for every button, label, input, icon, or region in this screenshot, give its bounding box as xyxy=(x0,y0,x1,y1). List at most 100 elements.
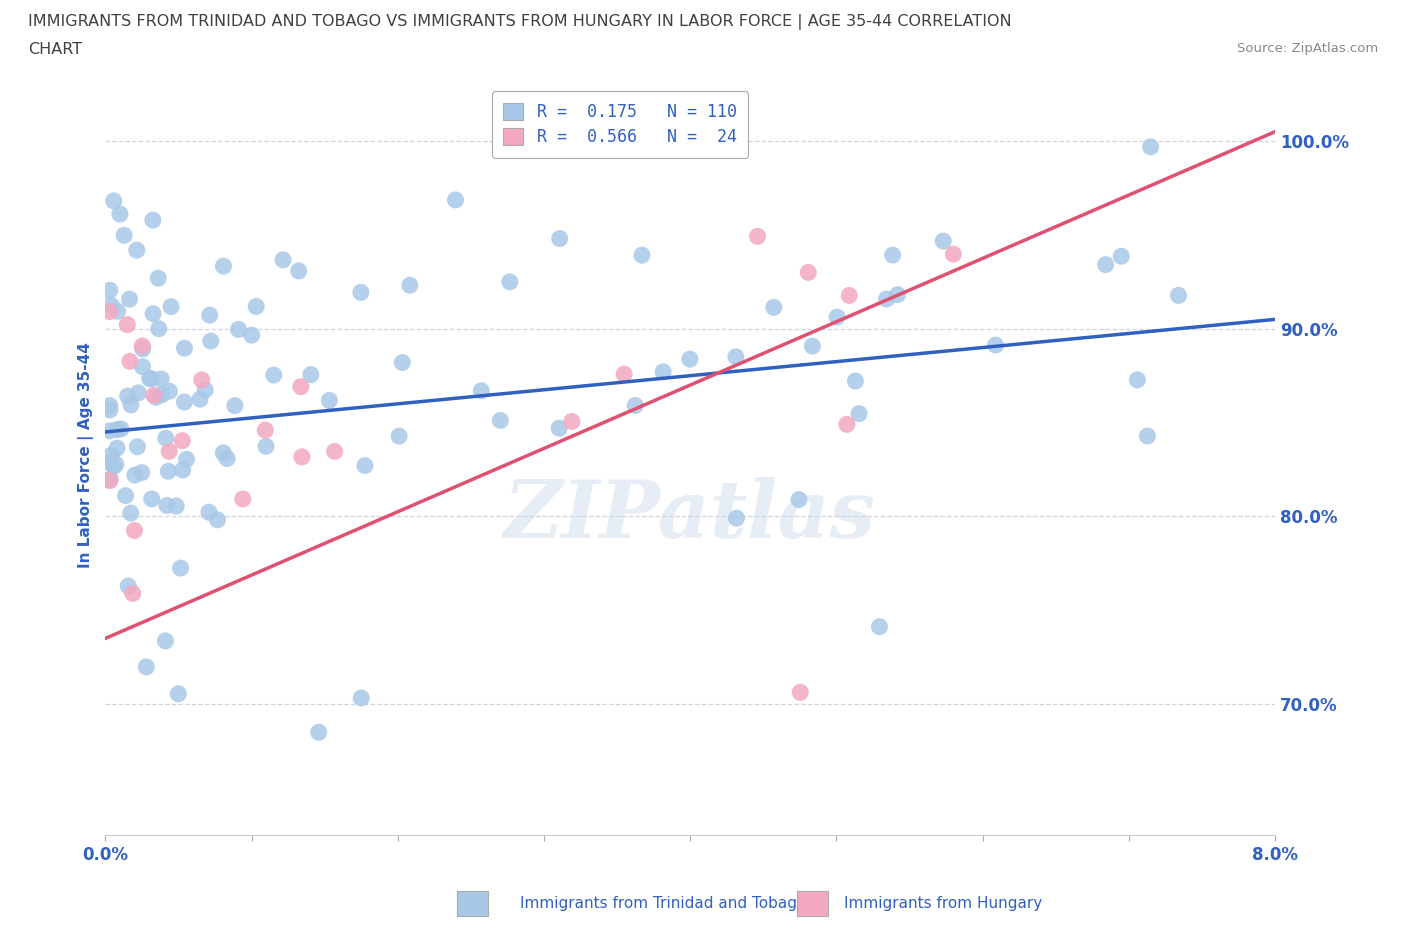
Point xyxy=(725,511,748,525)
Point xyxy=(224,398,246,413)
Point xyxy=(117,317,139,332)
Point xyxy=(127,385,149,400)
Point xyxy=(232,492,254,507)
Point xyxy=(747,229,769,244)
Point xyxy=(470,383,492,398)
Point xyxy=(198,505,221,520)
Point xyxy=(188,392,211,406)
Point xyxy=(124,468,146,483)
Point xyxy=(141,491,163,506)
Point xyxy=(157,444,180,458)
Point xyxy=(110,421,132,436)
Point xyxy=(98,472,121,486)
Point xyxy=(679,352,702,366)
Text: Source: ZipAtlas.com: Source: ZipAtlas.com xyxy=(1237,42,1378,55)
Point xyxy=(844,374,866,389)
Point xyxy=(100,298,122,312)
Point xyxy=(561,414,583,429)
Point xyxy=(1109,249,1132,264)
Point xyxy=(98,304,121,319)
Point xyxy=(548,231,571,246)
Text: ZIPatlas: ZIPatlas xyxy=(505,477,876,555)
Point xyxy=(150,387,173,402)
Point xyxy=(145,390,167,405)
Point xyxy=(838,288,860,303)
Point xyxy=(112,228,135,243)
Point xyxy=(103,193,125,208)
Point xyxy=(245,299,267,314)
Point xyxy=(104,457,127,472)
Point xyxy=(228,322,250,337)
Point xyxy=(150,371,173,386)
Point xyxy=(631,247,654,262)
Point xyxy=(125,243,148,258)
Point xyxy=(173,340,195,355)
Point xyxy=(499,274,522,289)
Point xyxy=(98,398,121,413)
Point xyxy=(141,371,163,386)
Point xyxy=(98,403,121,418)
Point xyxy=(287,263,309,278)
Point xyxy=(132,341,155,356)
Point xyxy=(444,193,467,207)
Point xyxy=(142,213,165,228)
Point xyxy=(169,561,191,576)
Point xyxy=(165,498,187,513)
Point xyxy=(350,691,373,706)
Point xyxy=(1167,288,1189,303)
Point xyxy=(848,406,870,421)
Text: IMMIGRANTS FROM TRINIDAD AND TOBAGO VS IMMIGRANTS FROM HUNGARY IN LABOR FORCE | : IMMIGRANTS FROM TRINIDAD AND TOBAGO VS I… xyxy=(28,14,1012,30)
Point xyxy=(932,233,955,248)
Point xyxy=(190,372,212,387)
Text: Immigrants from Trinidad and Tobago: Immigrants from Trinidad and Tobago xyxy=(520,897,807,911)
Point xyxy=(548,420,571,435)
Point xyxy=(724,350,747,365)
Point xyxy=(801,339,824,353)
Point xyxy=(876,291,898,306)
Point xyxy=(240,327,263,342)
Point xyxy=(176,452,198,467)
Point xyxy=(1094,258,1116,272)
Point xyxy=(138,371,160,386)
Point xyxy=(117,578,139,593)
Point xyxy=(198,308,221,323)
Point xyxy=(212,445,235,460)
Point xyxy=(308,724,330,739)
Point xyxy=(114,488,136,503)
Point xyxy=(157,464,180,479)
Point xyxy=(290,379,312,394)
Point xyxy=(118,292,141,307)
Point xyxy=(124,523,146,538)
Point xyxy=(984,338,1007,352)
Point xyxy=(299,367,322,382)
Point xyxy=(160,299,183,314)
Point xyxy=(118,354,141,369)
Point xyxy=(398,278,420,293)
Point xyxy=(135,659,157,674)
Point xyxy=(789,684,811,699)
Point xyxy=(797,265,820,280)
Point xyxy=(98,473,121,488)
Point xyxy=(787,492,810,507)
Point xyxy=(200,334,222,349)
Point xyxy=(263,367,285,382)
Point xyxy=(388,429,411,444)
Point xyxy=(350,285,373,299)
Text: Immigrants from Hungary: Immigrants from Hungary xyxy=(844,897,1042,911)
Point xyxy=(103,458,125,473)
Point xyxy=(105,441,128,456)
Point xyxy=(117,389,139,404)
Point xyxy=(155,431,177,445)
Point xyxy=(172,462,194,477)
Point xyxy=(157,384,180,399)
Point xyxy=(120,506,142,521)
Point xyxy=(98,283,121,298)
Point xyxy=(167,686,190,701)
Point xyxy=(217,451,239,466)
Point xyxy=(489,413,512,428)
Point xyxy=(391,355,413,370)
Point xyxy=(212,259,235,273)
Point xyxy=(142,388,165,403)
Point xyxy=(882,247,904,262)
Point xyxy=(127,439,149,454)
